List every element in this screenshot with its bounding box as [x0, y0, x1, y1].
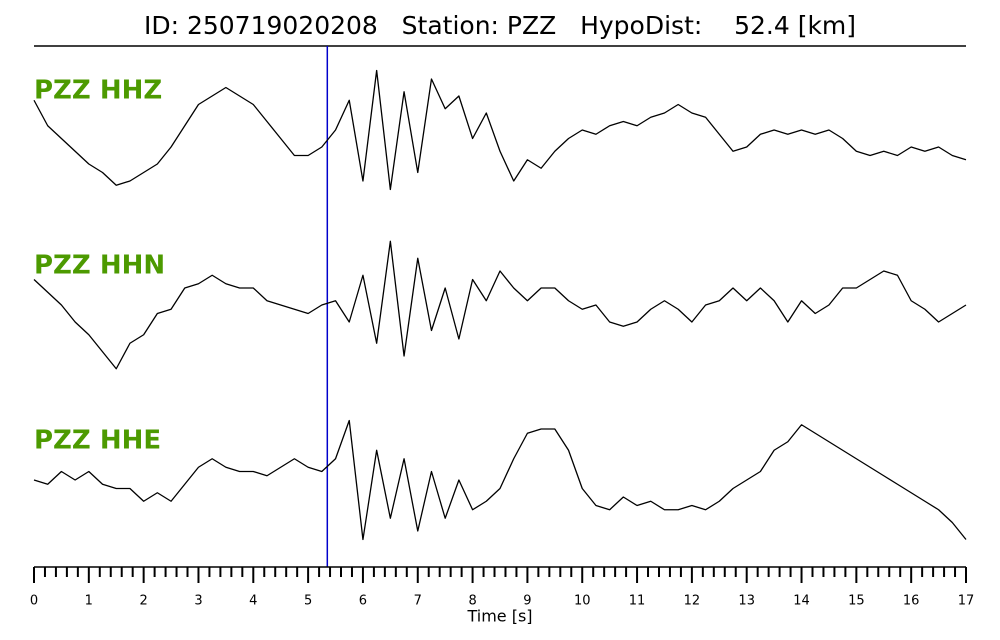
trace-label: PZZ HHZ [34, 76, 162, 106]
trace-label: PZZ HHN [34, 251, 165, 281]
x-tick-label: 12 [684, 594, 701, 609]
x-tick-label: 2 [140, 594, 148, 609]
trace [33, 69, 967, 191]
trace [33, 419, 967, 541]
x-tick-label: 3 [194, 594, 202, 609]
x-tick-label: 5 [304, 594, 312, 609]
x-tick-label: 8 [468, 594, 476, 609]
trace [33, 240, 967, 370]
x-tick-label: 14 [793, 594, 810, 609]
x-tick-label: 9 [523, 594, 531, 609]
x-tick-label: 4 [249, 594, 257, 609]
x-tick-label: 0 [30, 594, 38, 609]
x-tick-label: 11 [629, 594, 646, 609]
x-axis-label: Time [s] [466, 607, 532, 626]
x-tick-label: 7 [414, 594, 422, 609]
x-tick-label: 1 [85, 594, 93, 609]
x-tick-label: 10 [574, 594, 591, 609]
x-tick-label: 13 [738, 594, 755, 609]
x-tick-label: 17 [958, 594, 975, 609]
x-tick-label: 15 [848, 594, 865, 609]
x-tick-label: 16 [903, 594, 920, 609]
trace-label: PZZ HHE [34, 426, 161, 456]
chart-title: ID: 250719020208 Station: PZZ HypoDist: … [144, 11, 856, 40]
x-tick-label: 6 [359, 594, 367, 609]
